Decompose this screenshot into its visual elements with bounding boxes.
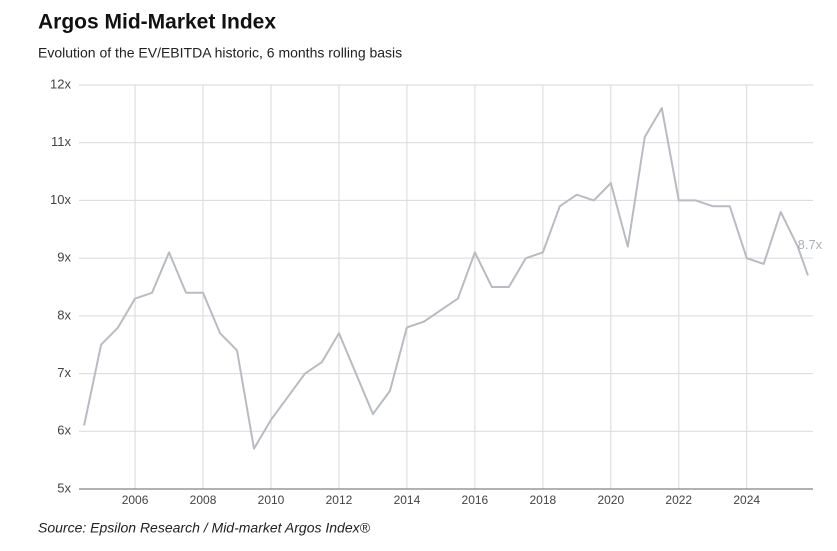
y-tick-label: 6x <box>57 423 71 438</box>
x-tick-label: 2008 <box>190 493 217 507</box>
chart-subtitle: Evolution of the EV/EBITDA historic, 6 m… <box>38 45 402 61</box>
source-note: Source: Epsilon Research / Mid-market Ar… <box>38 520 371 536</box>
y-tick-label: 8x <box>57 307 71 322</box>
y-tick-label: 7x <box>57 365 71 380</box>
x-tick-label: 2010 <box>258 493 285 507</box>
x-tick-label: 2020 <box>597 493 624 507</box>
y-tick-label: 11x <box>51 134 71 149</box>
value-label: 8.7x <box>798 237 823 252</box>
series-line <box>83 107 809 450</box>
chart-title: Argos Mid-Market Index <box>38 11 276 34</box>
x-tick-label: 2016 <box>462 493 489 507</box>
y-tick-label: 5x <box>57 480 71 495</box>
x-tick-label: 2022 <box>665 493 692 507</box>
x-tick-label: 2014 <box>394 493 421 507</box>
x-tick-label: 2018 <box>529 493 556 507</box>
y-tick-label: 9x <box>57 250 71 265</box>
x-tick-label: 2012 <box>326 493 353 507</box>
x-tick-label: 2006 <box>122 493 149 507</box>
x-tick-label: 2024 <box>733 493 760 507</box>
y-tick-label: 10x <box>50 192 71 207</box>
y-tick-label: 12x <box>50 76 71 91</box>
